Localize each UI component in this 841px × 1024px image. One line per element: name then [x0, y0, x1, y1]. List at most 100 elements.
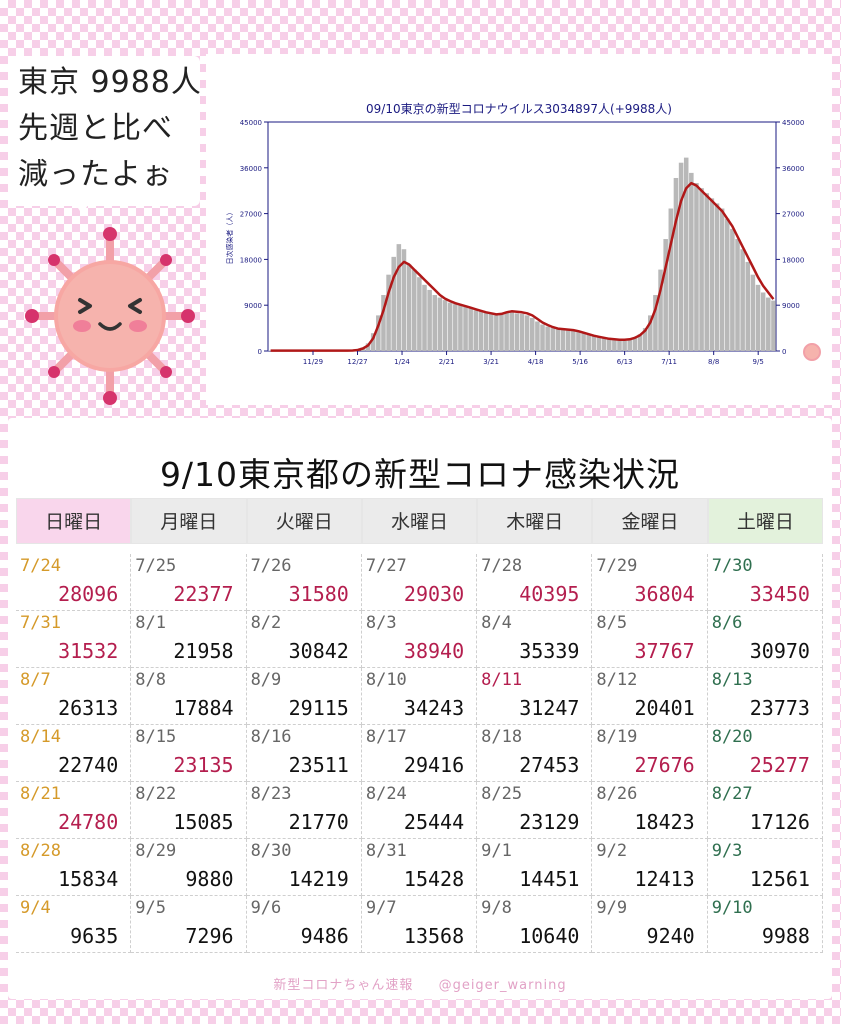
- day-date: 8/8: [135, 670, 166, 690]
- day-date: 8/30: [250, 841, 292, 861]
- bar: [396, 244, 402, 351]
- weekday-header: 土曜日: [707, 498, 823, 544]
- day-cell: 8/24 25444: [361, 782, 478, 839]
- table-title: 9/10東京都の新型コロナ感染状況: [159, 455, 681, 494]
- day-count: 15085: [173, 810, 234, 834]
- bar: [463, 306, 468, 351]
- day-cell: 9/2 12413: [592, 839, 708, 896]
- day-date: 9/10: [711, 898, 753, 918]
- bar: [545, 326, 550, 351]
- day-count: 22740: [58, 753, 119, 777]
- y-tick-label-left: 45000: [240, 119, 262, 127]
- bar: [417, 277, 422, 351]
- day-count: 24780: [58, 810, 119, 834]
- day-count: 30970: [749, 639, 810, 663]
- day-count: 15834: [58, 867, 119, 891]
- day-date: 8/11: [481, 670, 523, 690]
- bar: [694, 183, 699, 351]
- day-date: 8/19: [596, 727, 638, 747]
- bar: [709, 198, 715, 351]
- x-tick-label: 1/24: [394, 358, 410, 366]
- bar: [745, 261, 751, 351]
- bar: [612, 339, 617, 351]
- x-tick-label: 11/29: [303, 358, 323, 366]
- bubble-line-1: 東京 9988人: [18, 65, 202, 100]
- day-count: 29030: [403, 582, 465, 606]
- x-tick-label: 5/16: [572, 358, 588, 366]
- bar: [427, 289, 432, 351]
- bar: [730, 228, 735, 351]
- bar: [365, 343, 371, 351]
- day-cell: 8/29 9880: [131, 839, 247, 896]
- virus-mascot-icon: [25, 227, 195, 405]
- day-cell: 8/26 18423: [592, 782, 708, 839]
- day-date: 7/24: [20, 556, 61, 576]
- bar: [642, 328, 648, 351]
- day-date: 9/7: [365, 898, 397, 918]
- day-date: 8/6: [711, 613, 743, 633]
- day-cell: 7/25 22377: [131, 554, 247, 611]
- day-date: 8/20: [711, 727, 753, 747]
- day-cell: 7/26 31580: [246, 554, 362, 611]
- bar: [540, 324, 545, 351]
- bar: [581, 333, 586, 351]
- bar: [519, 313, 525, 351]
- bar: [689, 172, 694, 351]
- day-cell: 8/7 26313: [16, 668, 132, 725]
- day-date: 8/27: [711, 784, 753, 804]
- bar: [370, 333, 376, 351]
- bar: [606, 339, 612, 351]
- bar: [673, 177, 679, 351]
- day-count: 20401: [634, 696, 695, 720]
- day-date: 8/13: [711, 670, 753, 690]
- day-cell: 8/31 15428: [361, 839, 478, 896]
- day-date: 8/10: [365, 670, 407, 690]
- chart-panel: 09/10東京の新型コロナウイルス3034897人(+9988人) 0 0 9000…: [206, 54, 832, 405]
- bar: [483, 312, 489, 351]
- chart-title: 09/10東京の新型コロナウイルス3034897人(+9988人): [366, 102, 672, 116]
- day-cell: 9/9 9240: [592, 896, 708, 953]
- day-cell: 8/13 23773: [707, 668, 823, 725]
- x-tick-label: 6/13: [617, 358, 633, 366]
- day-date: 7/31: [20, 613, 61, 633]
- day-cell: 7/30 33450: [707, 554, 823, 611]
- day-count: 40395: [519, 582, 580, 606]
- day-count: 18423: [634, 810, 695, 834]
- day-count: 9635: [70, 924, 119, 948]
- bubble-tail: [70, 196, 94, 214]
- bar: [530, 317, 535, 351]
- day-count: 28096: [58, 582, 119, 606]
- day-date: 8/29: [135, 841, 177, 861]
- weekday-header: 木曜日: [477, 498, 593, 544]
- day-count: 22377: [173, 582, 234, 606]
- day-count: 14451: [519, 867, 580, 891]
- bar: [735, 239, 740, 351]
- day-count: 31532: [58, 639, 119, 663]
- credit-right: @geiger_warning: [438, 978, 567, 993]
- day-count: 9988: [761, 924, 810, 948]
- day-cell: 9/4 9635: [16, 896, 132, 953]
- y-tick-label-left: 0: [258, 348, 262, 356]
- bar: [411, 269, 417, 351]
- day-cell: 8/2 30842: [246, 611, 362, 668]
- day-date: 9/2: [596, 841, 628, 861]
- day-count: 15428: [403, 867, 465, 891]
- bar: [601, 338, 607, 351]
- day-date: 8/1: [135, 613, 166, 633]
- day-count: 14219: [288, 867, 349, 891]
- day-count: 17884: [173, 696, 234, 720]
- day-date: 8/26: [596, 784, 638, 804]
- y-tick-label-right: 18000: [782, 256, 804, 264]
- day-cell: 8/5 37767: [592, 611, 708, 668]
- bubble-line-3: 減ったよぉ: [18, 157, 173, 192]
- speech-bubble: 東京 9988人 先週と比べ 減ったよぉ: [8, 56, 202, 206]
- bar: [571, 330, 576, 351]
- bar: [560, 329, 566, 351]
- chart-svg: 0 0 9000 9000 18000 18000 27000 27000 36000 36000…: [225, 119, 821, 366]
- bar: [468, 307, 473, 351]
- y-tick-label-left: 27000: [240, 211, 262, 219]
- bar: [386, 274, 391, 351]
- day-date: 8/3: [365, 613, 397, 633]
- bar: [391, 256, 396, 351]
- bar: [637, 334, 643, 351]
